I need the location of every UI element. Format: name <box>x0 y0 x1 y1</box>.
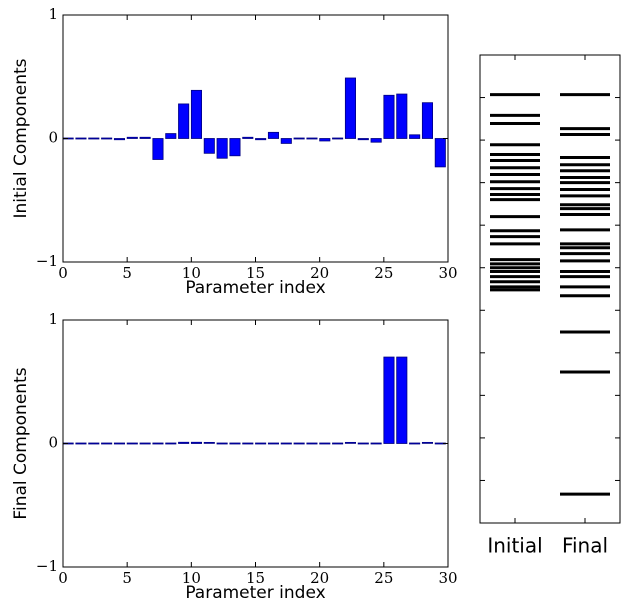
bar <box>357 138 369 141</box>
bar <box>75 442 87 445</box>
x-tick-label: 0 <box>58 264 68 282</box>
bar <box>190 441 202 444</box>
bar <box>383 94 395 139</box>
bar <box>370 442 382 445</box>
bar <box>267 131 280 139</box>
y-tick-label: 0 <box>48 129 58 147</box>
bar <box>203 441 215 444</box>
bar <box>203 138 215 154</box>
x-tick-label: 10 <box>182 264 201 282</box>
bar <box>306 442 318 445</box>
bar <box>216 442 228 445</box>
bar <box>280 442 292 445</box>
bar <box>344 77 357 139</box>
x-tick-label: Final <box>562 534 608 558</box>
bar <box>306 137 318 140</box>
bar <box>101 137 113 140</box>
bar <box>280 138 292 144</box>
x-tick-label: Initial <box>487 534 542 558</box>
bar <box>165 442 177 445</box>
y-tick-label: −1 <box>36 252 58 270</box>
y-tick-label: 1 <box>48 5 58 23</box>
x-tick-label: 5 <box>122 569 132 587</box>
bar <box>409 134 421 139</box>
bar <box>178 103 190 139</box>
x-tick-label: 25 <box>374 569 393 587</box>
x-tick-label: 0 <box>58 569 68 587</box>
x-tick-label: 15 <box>246 264 265 282</box>
bar <box>332 442 344 445</box>
bar <box>229 442 241 445</box>
y-axis-label: Initial Components <box>11 58 31 218</box>
bar <box>229 138 241 157</box>
bar <box>242 136 254 139</box>
bar <box>421 441 434 444</box>
x-tick-label: 15 <box>246 569 265 587</box>
bar <box>178 441 190 444</box>
bar <box>396 356 408 444</box>
bar <box>165 133 177 139</box>
bar <box>332 137 344 140</box>
x-tick-label: 30 <box>438 569 457 587</box>
bar <box>319 442 331 445</box>
bar <box>357 442 369 445</box>
bar <box>126 442 138 445</box>
bar <box>319 138 331 142</box>
bar <box>242 442 254 445</box>
x-tick-label: 5 <box>122 264 132 282</box>
bar <box>267 442 280 445</box>
bar <box>383 356 395 444</box>
x-axis-label: Parameter index <box>185 278 325 298</box>
bar <box>370 138 382 143</box>
bar <box>190 89 202 139</box>
bar <box>255 138 267 141</box>
x-tick-label: 30 <box>438 264 457 282</box>
bar <box>101 442 113 445</box>
x-tick-label: 10 <box>182 569 201 587</box>
bar <box>396 93 408 139</box>
y-axis-label: Final Components <box>11 367 31 519</box>
bar <box>434 138 446 168</box>
x-tick-label: 25 <box>374 264 393 282</box>
y-tick-label: −1 <box>36 557 58 575</box>
y-tick-label: 1 <box>48 310 58 328</box>
x-tick-label: 20 <box>310 569 329 587</box>
bar <box>88 442 100 445</box>
axes-frame <box>479 54 621 524</box>
bar <box>75 137 87 140</box>
y-tick-label: 0 <box>48 434 58 452</box>
bar <box>88 137 100 140</box>
bar <box>216 138 228 159</box>
bar <box>293 137 305 140</box>
x-tick-label: 20 <box>310 264 329 282</box>
x-axis-label: Parameter index <box>185 583 325 602</box>
bar <box>409 442 421 445</box>
bar <box>139 442 151 445</box>
bar <box>126 136 138 139</box>
bar <box>344 441 357 444</box>
bar <box>113 138 126 141</box>
bar <box>152 138 164 160</box>
bar <box>152 442 164 445</box>
bar <box>293 442 305 445</box>
bar <box>139 136 151 139</box>
bar <box>113 442 126 445</box>
bar <box>421 102 434 139</box>
bar <box>255 442 267 445</box>
